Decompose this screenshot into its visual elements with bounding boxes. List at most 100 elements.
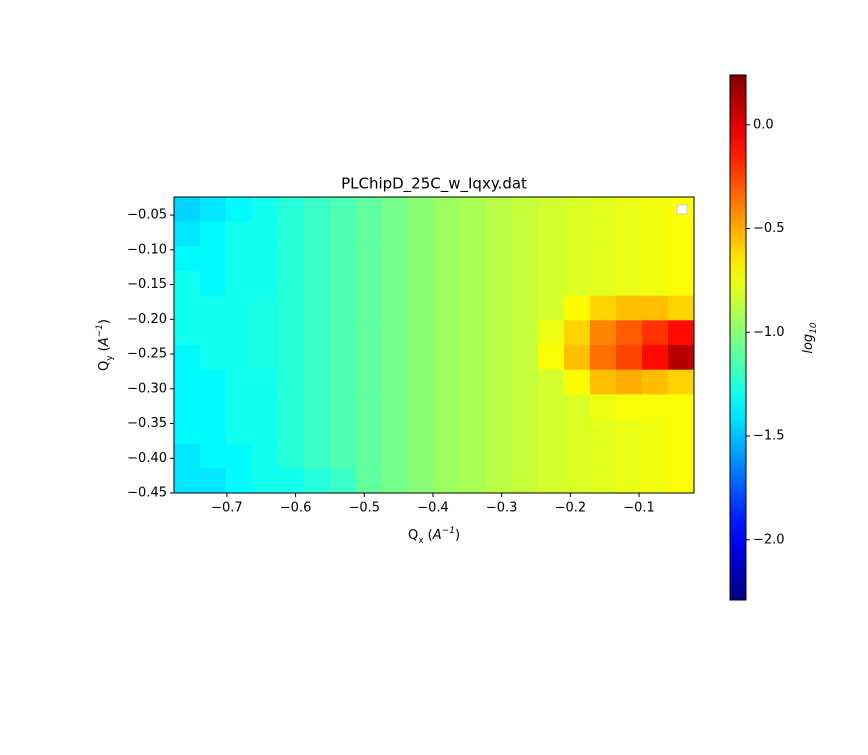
heatmap-cell bbox=[200, 221, 227, 247]
heatmap-cell bbox=[382, 320, 409, 346]
heatmap-cell bbox=[408, 345, 435, 371]
heatmap-cell bbox=[408, 246, 435, 272]
heatmap-cell bbox=[486, 295, 513, 321]
heatmap-cell bbox=[226, 369, 253, 395]
heatmap-cell bbox=[668, 271, 695, 297]
colorbar-label-part: 10 bbox=[809, 322, 819, 334]
heatmap-cell bbox=[434, 468, 461, 494]
heatmap-cell bbox=[330, 419, 357, 445]
heatmap-cell bbox=[668, 468, 695, 494]
y-tick-label: −0.40 bbox=[127, 451, 167, 466]
heatmap-cell bbox=[174, 468, 201, 494]
heatmap-cell bbox=[486, 345, 513, 371]
heatmap-cell bbox=[564, 345, 591, 371]
heatmap-cell bbox=[538, 468, 565, 494]
heatmap-cell bbox=[642, 468, 669, 494]
heatmap-cell bbox=[174, 345, 201, 371]
heatmap-cell bbox=[512, 419, 539, 445]
heatmap-cell bbox=[668, 443, 695, 469]
heatmap-cell bbox=[460, 320, 487, 346]
heatmap-cell bbox=[616, 345, 643, 371]
y-axis-label-part: −1 bbox=[95, 324, 105, 337]
heatmap-cell bbox=[304, 295, 331, 321]
heatmap-cell bbox=[330, 295, 357, 321]
heatmap-cell bbox=[200, 369, 227, 395]
heatmap-cell bbox=[460, 345, 487, 371]
heatmap-cell bbox=[356, 369, 383, 395]
heatmap-cell bbox=[304, 419, 331, 445]
x-tick-label: −0.7 bbox=[211, 501, 243, 516]
heatmap-cell bbox=[460, 295, 487, 321]
heatmap-cell bbox=[564, 221, 591, 247]
heatmap-cell bbox=[434, 320, 461, 346]
heatmap-cell bbox=[642, 271, 669, 297]
heatmap-cell bbox=[590, 246, 617, 272]
plot-frame bbox=[173, 196, 695, 494]
heatmap-cell bbox=[356, 197, 383, 223]
heatmap-cell bbox=[356, 443, 383, 469]
heatmap-cell bbox=[278, 320, 305, 346]
heatmap-cell bbox=[174, 197, 201, 223]
heatmap-cell bbox=[304, 320, 331, 346]
heatmap-cell bbox=[486, 394, 513, 420]
heatmap-cell bbox=[486, 246, 513, 272]
heatmap-cell bbox=[434, 271, 461, 297]
heatmap-cell bbox=[200, 295, 227, 321]
heatmap-cell bbox=[616, 320, 643, 346]
heatmap-cell bbox=[564, 197, 591, 223]
colorbar-tick-label: −1.5 bbox=[753, 429, 785, 444]
heatmap-cell bbox=[668, 246, 695, 272]
heatmap-cell bbox=[252, 345, 279, 371]
x-axis-label-part: ( bbox=[424, 528, 433, 543]
x-tick-label: −0.4 bbox=[417, 501, 449, 516]
heatmap-cell bbox=[512, 369, 539, 395]
heatmap-cell bbox=[252, 394, 279, 420]
colorbar-tick-label: −0.5 bbox=[753, 221, 785, 236]
x-axis-label: Qx (A−1) bbox=[408, 526, 460, 546]
heatmap-cell bbox=[278, 197, 305, 223]
heatmap-cell bbox=[278, 443, 305, 469]
heatmap-cell bbox=[174, 419, 201, 445]
heatmap-cell bbox=[668, 221, 695, 247]
heatmap-cell bbox=[278, 345, 305, 371]
heatmap-cell bbox=[226, 295, 253, 321]
x-tick-label: −0.3 bbox=[486, 501, 518, 516]
heatmap-cell bbox=[486, 271, 513, 297]
heatmap-cell bbox=[226, 394, 253, 420]
heatmap-cell bbox=[382, 197, 409, 223]
heatmap-cell bbox=[590, 369, 617, 395]
colorbar-label-part: log bbox=[801, 334, 816, 354]
heatmap-cell bbox=[486, 419, 513, 445]
heatmap-cell bbox=[538, 320, 565, 346]
heatmap-cell bbox=[460, 197, 487, 223]
colorbar bbox=[729, 74, 747, 601]
heatmap-cell bbox=[304, 369, 331, 395]
heatmap-cell bbox=[174, 221, 201, 247]
heatmap-cell bbox=[538, 221, 565, 247]
x-tick-label: −0.2 bbox=[555, 501, 587, 516]
heatmap-cell bbox=[642, 394, 669, 420]
heatmap-cell bbox=[330, 345, 357, 371]
heatmap-cell bbox=[512, 221, 539, 247]
heatmap-cell bbox=[252, 197, 279, 223]
heatmap-cell bbox=[538, 345, 565, 371]
heatmap-cell bbox=[434, 197, 461, 223]
heatmap-cell bbox=[252, 320, 279, 346]
heatmap-cell bbox=[538, 394, 565, 420]
heatmap-cell bbox=[616, 197, 643, 223]
heatmap-cell bbox=[564, 295, 591, 321]
heatmap-cell bbox=[434, 394, 461, 420]
heatmap-cell bbox=[304, 221, 331, 247]
heatmap-cell bbox=[278, 468, 305, 494]
heatmap-cell bbox=[382, 443, 409, 469]
heatmap-cell bbox=[564, 468, 591, 494]
heatmap-cell bbox=[174, 271, 201, 297]
heatmap-cell bbox=[226, 345, 253, 371]
heatmap-cell bbox=[382, 345, 409, 371]
heatmap-cell bbox=[382, 369, 409, 395]
heatmap-cell bbox=[252, 246, 279, 272]
heatmap-cell bbox=[564, 443, 591, 469]
x-axis-label-part: −1 bbox=[442, 526, 455, 536]
heatmap-cell bbox=[668, 419, 695, 445]
heatmap-cell bbox=[538, 246, 565, 272]
